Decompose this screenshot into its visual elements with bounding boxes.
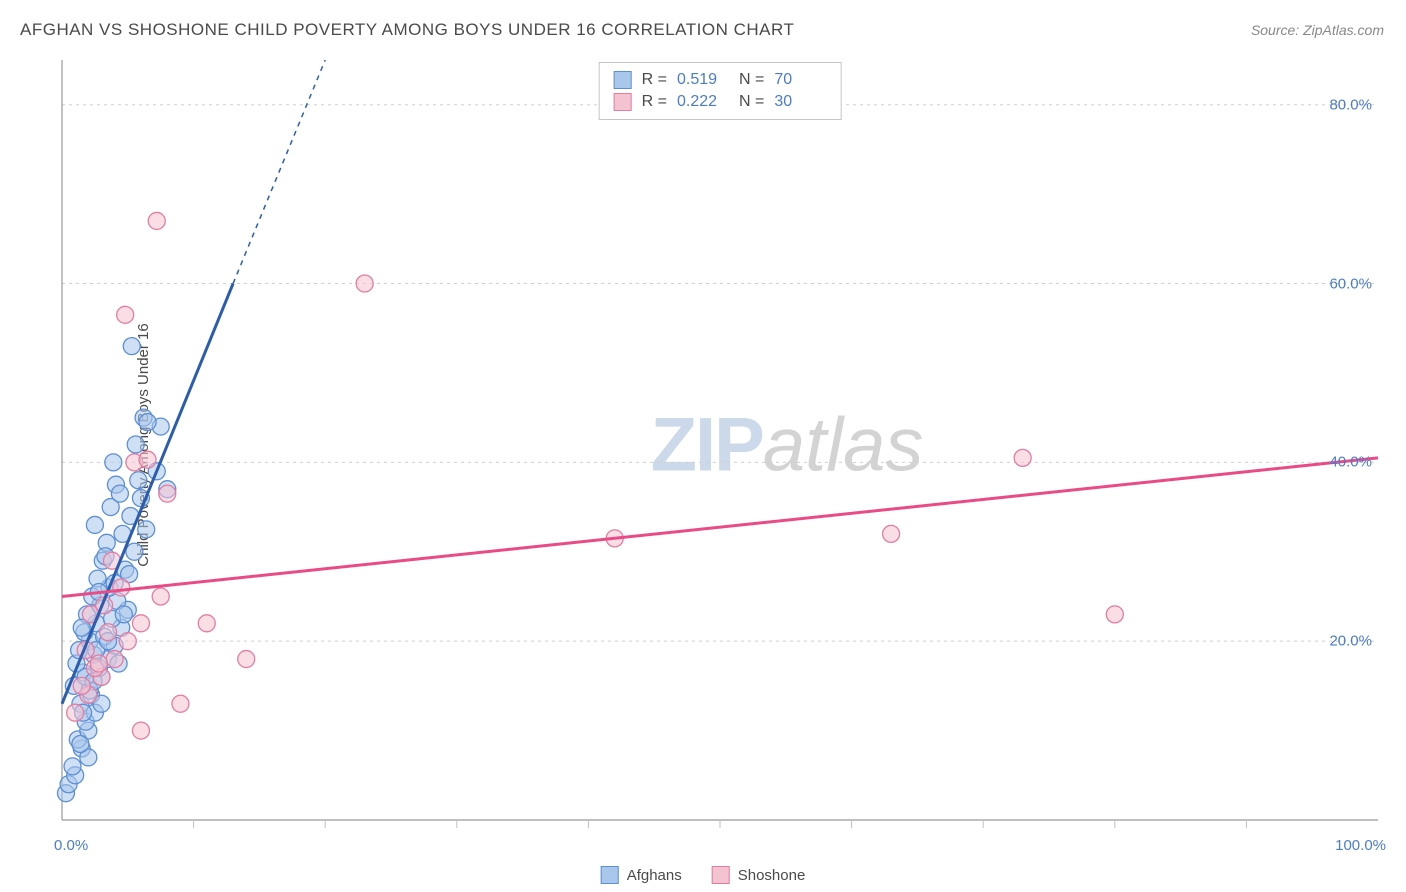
scatter-point [123, 338, 140, 355]
scatter-point [130, 472, 147, 489]
scatter-point [356, 275, 373, 292]
series-swatch [614, 93, 632, 111]
scatter-point [72, 736, 89, 753]
chart-area: Child Poverty Among Boys Under 16 ZIPatl… [50, 60, 1390, 830]
legend-item: Shoshone [712, 866, 806, 884]
n-label: N = [739, 93, 764, 111]
scatter-point [73, 677, 90, 694]
y-tick-label: 80.0% [1329, 96, 1372, 113]
scatter-point [148, 212, 165, 229]
trend-line-extrapolated [233, 60, 325, 284]
legend-label: Shoshone [738, 867, 806, 884]
r-value: 0.519 [677, 71, 729, 89]
stats-row: R = 0.222 N = 30 [614, 91, 827, 113]
n-label: N = [739, 71, 764, 89]
scatter-point [115, 606, 132, 623]
x-axis-max-label: 100.0% [1335, 837, 1386, 854]
scatter-point [238, 651, 255, 668]
scatter-point [1014, 449, 1031, 466]
legend-swatch [712, 866, 730, 884]
r-label: R = [642, 93, 667, 111]
legend-label: Afghans [627, 867, 682, 884]
scatter-point [172, 695, 189, 712]
stats-row: R = 0.519 N = 70 [614, 69, 827, 91]
bottom-legend: Afghans Shoshone [601, 866, 806, 884]
n-value: 70 [774, 71, 826, 89]
scatter-point [139, 451, 156, 468]
scatter-plot [50, 60, 1390, 830]
stats-legend-box: R = 0.519 N = 70 R = 0.222 N = 30 [599, 62, 842, 120]
scatter-point [117, 306, 134, 323]
trend-line [62, 458, 1378, 597]
scatter-point [67, 704, 84, 721]
chart-title: AFGHAN VS SHOSHONE CHILD POVERTY AMONG B… [20, 20, 794, 40]
scatter-point [64, 758, 81, 775]
scatter-point [138, 521, 155, 538]
scatter-point [126, 543, 143, 560]
y-tick-label: 60.0% [1329, 275, 1372, 292]
scatter-point [139, 414, 156, 431]
r-label: R = [642, 71, 667, 89]
scatter-point [106, 651, 123, 668]
scatter-point [132, 722, 149, 739]
scatter-point [127, 436, 144, 453]
series-swatch [614, 71, 632, 89]
y-tick-label: 20.0% [1329, 633, 1372, 650]
scatter-point [132, 615, 149, 632]
scatter-point [100, 624, 117, 641]
x-axis-min-label: 0.0% [54, 837, 88, 854]
r-value: 0.222 [677, 93, 729, 111]
scatter-point [883, 525, 900, 542]
scatter-point [111, 485, 128, 502]
scatter-point [198, 615, 215, 632]
scatter-point [113, 579, 130, 596]
scatter-point [159, 485, 176, 502]
legend-item: Afghans [601, 866, 682, 884]
legend-swatch [601, 866, 619, 884]
scatter-point [105, 454, 122, 471]
scatter-point [119, 633, 136, 650]
source-attribution: Source: ZipAtlas.com [1251, 22, 1384, 38]
scatter-point [1106, 606, 1123, 623]
n-value: 30 [774, 93, 826, 111]
scatter-point [90, 655, 107, 672]
scatter-point [86, 516, 103, 533]
scatter-point [152, 588, 169, 605]
y-tick-label: 40.0% [1329, 454, 1372, 471]
